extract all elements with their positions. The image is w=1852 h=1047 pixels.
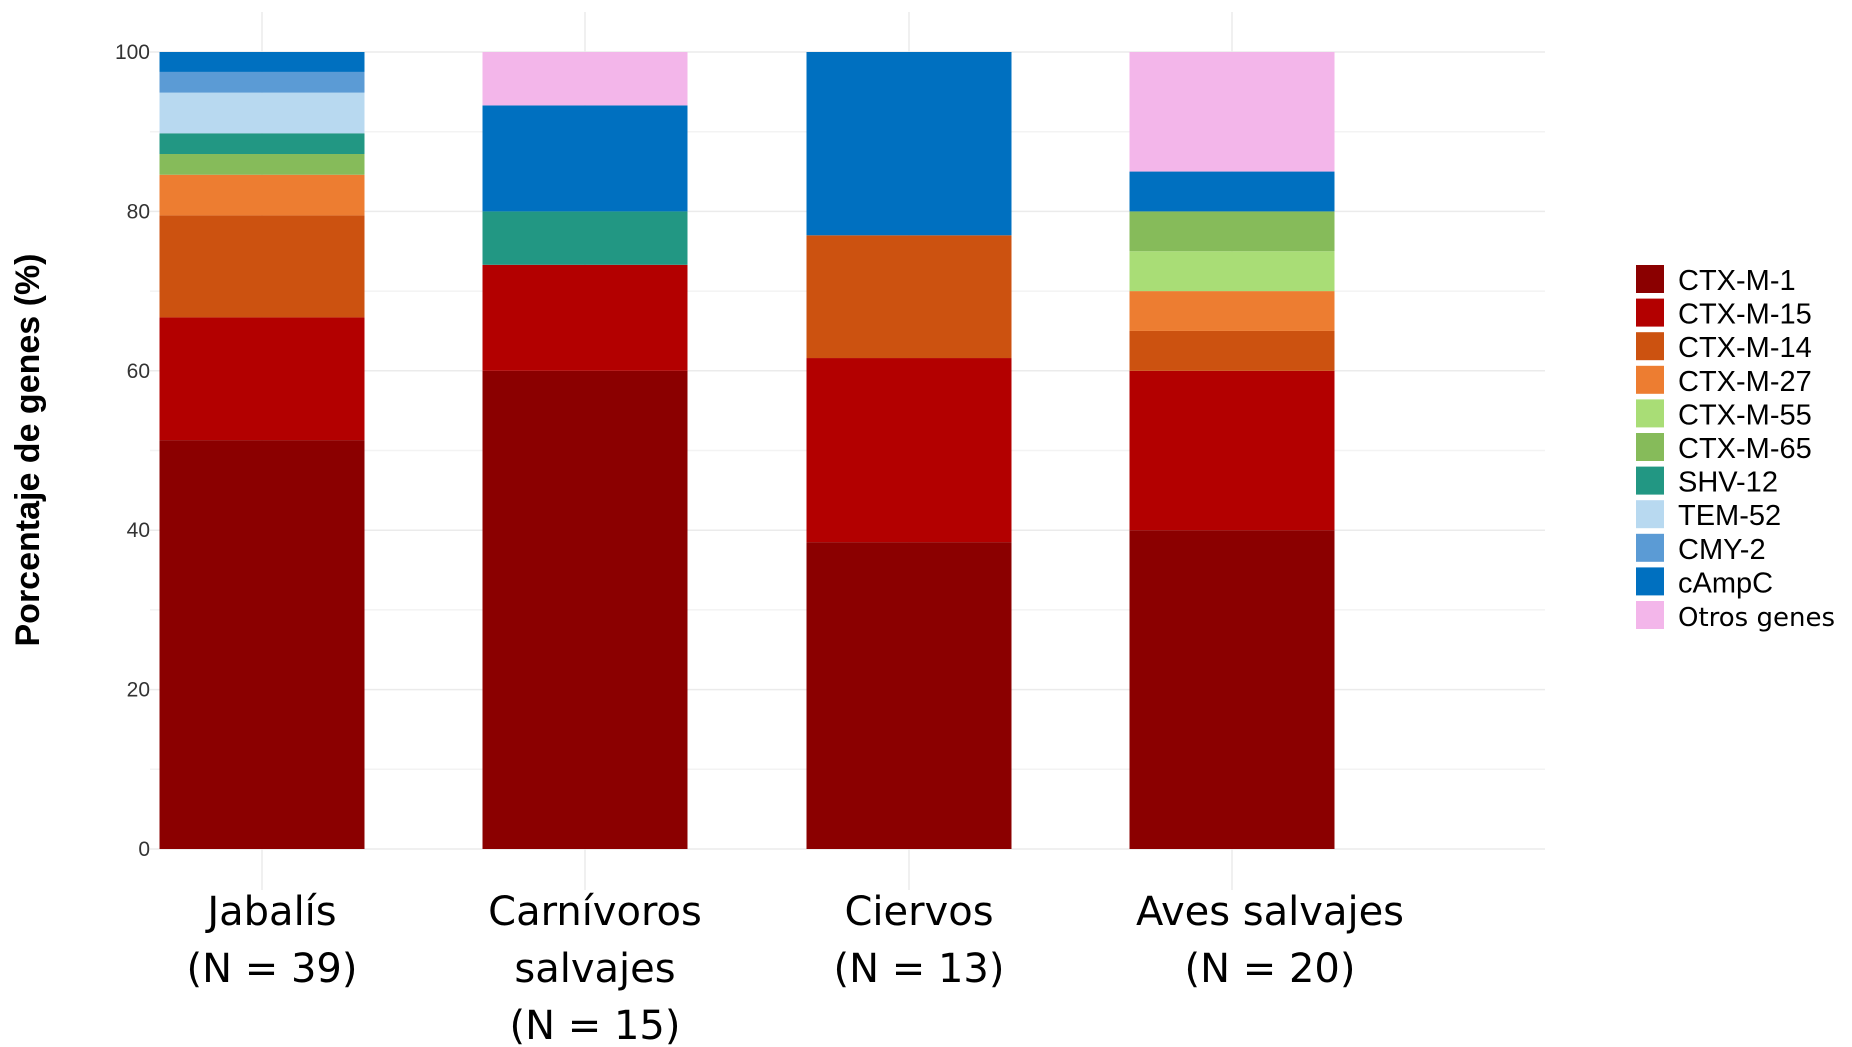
legend-label: CMY-2	[1678, 534, 1766, 566]
legend-swatch	[1636, 332, 1664, 361]
bar-segment	[482, 264, 688, 371]
bar-segment	[159, 174, 365, 216]
bar-segment	[159, 52, 365, 72]
bar-segment	[806, 358, 1012, 543]
x-category-label: Carnívoros	[488, 889, 702, 935]
legend-swatch	[1636, 365, 1664, 394]
legend-label: CTX-M-27	[1678, 366, 1812, 398]
bar-segment	[806, 542, 1012, 849]
bar-segment	[1129, 251, 1335, 292]
x-category-label: (N = 15)	[510, 1003, 681, 1047]
legend-swatch	[1636, 433, 1664, 461]
legend-label: CTX-M-15	[1678, 299, 1812, 331]
bar-segment	[1129, 171, 1335, 212]
bar-segment	[1129, 330, 1335, 371]
bar-segment	[482, 52, 688, 106]
bar-segment	[1129, 211, 1335, 252]
legend-swatch	[1636, 399, 1664, 428]
legend-swatch	[1636, 601, 1664, 629]
bar-segment	[159, 317, 365, 441]
x-category-label: Ciervos	[844, 889, 993, 935]
bar-segment	[806, 52, 1012, 236]
legend-label: CTX-M-14	[1678, 332, 1812, 364]
y-tick-label: 20	[127, 679, 150, 702]
bar-segment	[159, 92, 365, 134]
legend-swatch	[1636, 533, 1664, 562]
bar-segment	[482, 105, 688, 212]
bar-segment	[159, 440, 365, 849]
y-tick-label: 100	[115, 41, 150, 64]
x-category-label: (N = 13)	[834, 946, 1005, 992]
legend-label: CTX-M-65	[1678, 433, 1812, 465]
bar-segment	[482, 370, 688, 849]
x-category-label: (N = 20)	[1185, 946, 1356, 992]
x-category-label: (N = 39)	[187, 946, 358, 992]
bar-segment	[159, 154, 365, 175]
bar-segment	[482, 211, 688, 265]
bar-segment	[806, 235, 1012, 359]
legend-label: SHV-12	[1678, 467, 1778, 499]
y-axis-label: Porcentaje de genes (%)	[9, 253, 47, 646]
legend-label: TEM-52	[1678, 500, 1781, 532]
bar-segment	[159, 71, 365, 93]
legend: CTX-M-1CTX-M-15CTX-M-14CTX-M-27CTX-M-55C…	[1636, 265, 1835, 633]
legend-swatch	[1636, 466, 1664, 495]
bar-segment	[159, 133, 365, 155]
y-tick-label: 60	[127, 360, 150, 383]
y-tick-label: 80	[127, 200, 150, 223]
y-tick-label: 40	[127, 519, 150, 542]
x-category-label: Jabalís	[204, 889, 336, 935]
bar-segment	[1129, 52, 1335, 172]
legend-swatch	[1636, 500, 1664, 529]
bar-segment	[1129, 291, 1335, 331]
legend-swatch	[1636, 298, 1664, 327]
legend-swatch	[1636, 265, 1664, 293]
legend-label: CTX-M-55	[1678, 399, 1812, 431]
legend-label: Otros genes	[1678, 603, 1835, 633]
y-axis-ticks: 0 20 40 60 80 100	[115, 41, 150, 861]
bar-segment	[1129, 370, 1335, 531]
bars	[159, 52, 1335, 849]
bar-segment	[159, 215, 365, 318]
x-category-label: salvajes	[514, 946, 675, 992]
y-tick-label: 0	[138, 838, 150, 861]
bar-segment	[1129, 530, 1335, 849]
x-axis-labels: Jabalís (N = 39) Carnívoros salvajes (N = 15…	[187, 889, 1405, 1047]
legend-label: CTX-M-1	[1678, 265, 1796, 297]
x-category-label: Aves salvajes	[1136, 889, 1404, 935]
legend-swatch	[1636, 567, 1664, 596]
legend-label: cAmpC	[1678, 567, 1773, 599]
